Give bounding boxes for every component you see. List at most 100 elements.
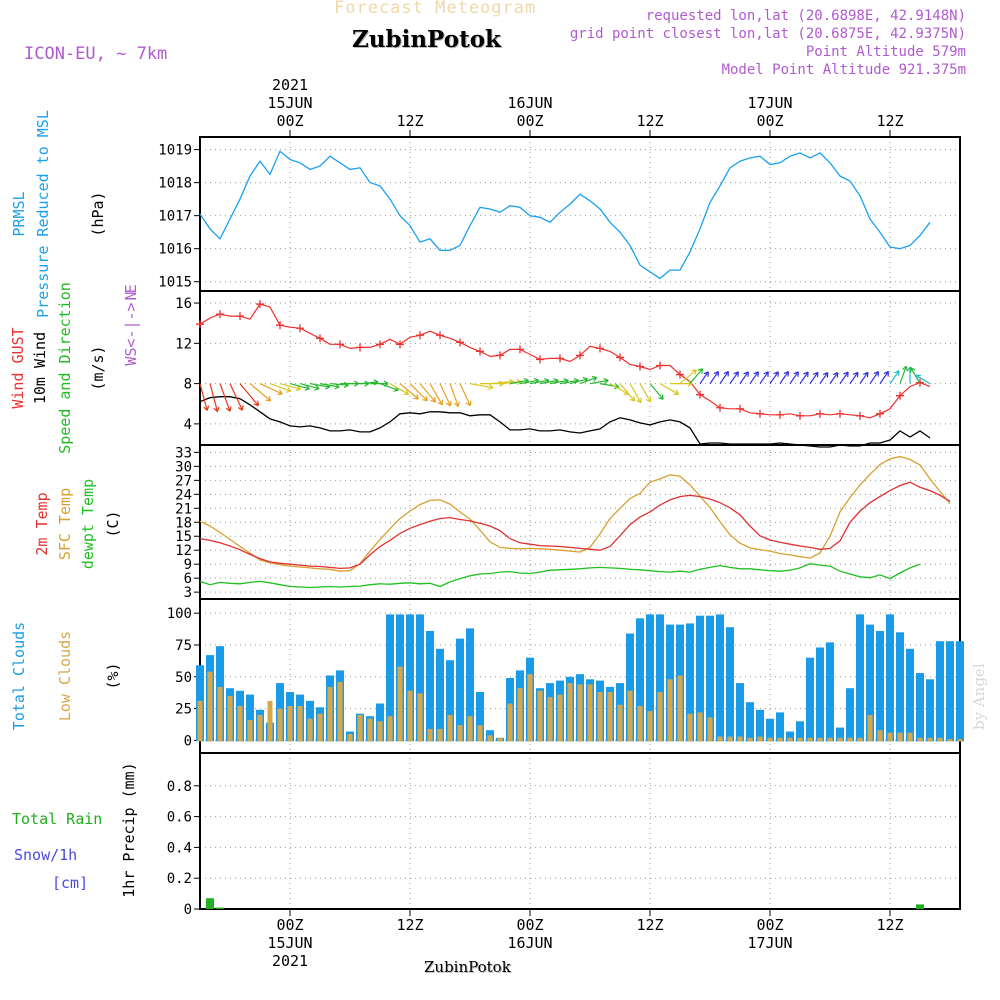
total-clouds-bar bbox=[866, 624, 874, 742]
total-clouds-bar bbox=[876, 631, 884, 742]
low-clouds-bar bbox=[807, 737, 813, 742]
wind-gust-point bbox=[516, 345, 524, 354]
grid-point-coords: grid point closest lon,lat (20.6875E, 42… bbox=[569, 26, 966, 42]
total-clouds-bar bbox=[436, 648, 444, 742]
compass-south: S bbox=[122, 347, 140, 356]
footer-station: ZubinPotok bbox=[424, 958, 511, 976]
low-clouds-bar bbox=[227, 695, 233, 742]
low-clouds-bar bbox=[547, 697, 553, 742]
wind-gust-point bbox=[196, 320, 204, 329]
low-clouds-bar bbox=[347, 734, 353, 742]
wind-gust-point bbox=[356, 343, 364, 352]
wind-direction-arrow bbox=[769, 371, 779, 384]
requested-coords: requested lon,lat (20.6898E, 42.9148N) bbox=[645, 8, 966, 24]
total-clouds-bar bbox=[936, 641, 944, 742]
wind-gust-point bbox=[476, 347, 484, 356]
temp-ytick-label: 33 bbox=[175, 445, 192, 461]
low-clouds-bar bbox=[907, 732, 913, 742]
low-clouds-bar bbox=[207, 671, 213, 742]
low-clouds-bar bbox=[577, 684, 583, 742]
low-clouds-bar bbox=[647, 711, 653, 742]
point-altitude: Point Altitude 579m bbox=[805, 44, 966, 60]
top-time-label: 12Z bbox=[876, 112, 903, 130]
temp-label-2m: 2m Temp bbox=[33, 492, 51, 555]
low-clouds-bar bbox=[687, 713, 693, 742]
low-clouds-bar bbox=[497, 737, 503, 742]
low-clouds-bar bbox=[887, 732, 893, 742]
wind-gust-point bbox=[336, 340, 344, 349]
wind-gust-point bbox=[256, 300, 264, 309]
total-clouds-bar bbox=[456, 638, 464, 742]
total-clouds-bar bbox=[696, 615, 704, 742]
total-clouds-bar bbox=[636, 618, 644, 742]
low-clouds-bar bbox=[297, 706, 303, 742]
low-clouds-bar bbox=[817, 737, 823, 742]
low-clouds-bar bbox=[747, 737, 753, 742]
low-clouds-bar bbox=[897, 732, 903, 742]
bottom-time-label: 00Z bbox=[756, 916, 783, 934]
pressure-ytick-label: 1015 bbox=[158, 275, 192, 291]
top-time-label: 12Z bbox=[396, 112, 423, 130]
total-clouds-bar bbox=[726, 627, 734, 742]
clouds-ytick-label: 25 bbox=[175, 702, 192, 718]
low-clouds-bar bbox=[797, 737, 803, 742]
wind-gust-series-line bbox=[199, 303, 931, 419]
wind-direction-arrow bbox=[399, 383, 419, 400]
low-clouds-bar bbox=[637, 706, 643, 742]
wind-gust-point bbox=[216, 310, 224, 319]
total-clouds-bar bbox=[736, 683, 744, 742]
low-clouds-bar bbox=[357, 714, 363, 742]
low-clouds-bar bbox=[557, 694, 563, 742]
bottom-time-label: 12Z bbox=[396, 916, 423, 934]
wind-direction-arrow bbox=[799, 371, 809, 384]
wind-direction-arrow bbox=[719, 370, 729, 384]
total-clouds-bar bbox=[386, 614, 394, 742]
model-altitude: Model Point Altitude 921.375m bbox=[721, 62, 966, 78]
compass-west-east: W <-|-> E bbox=[122, 284, 140, 365]
low-clouds-bar bbox=[467, 716, 473, 742]
wind-direction-arrow bbox=[689, 368, 704, 384]
low-clouds-bar bbox=[587, 684, 593, 742]
top-time-label: 00Z bbox=[756, 112, 783, 130]
bottom-time-label: 16JUN bbox=[507, 934, 552, 952]
temp-ytick-label: 27 bbox=[175, 473, 192, 489]
total-clouds-bar bbox=[896, 632, 904, 742]
wind-gust-point bbox=[856, 411, 864, 420]
wind-direction-arrow bbox=[299, 383, 320, 391]
total-clouds-bar bbox=[246, 694, 254, 742]
wind-direction-arrow bbox=[449, 383, 460, 407]
low-clouds-bar bbox=[777, 737, 783, 742]
total-clouds-bar bbox=[756, 709, 764, 742]
low-clouds-bar bbox=[397, 666, 403, 742]
wind-direction-arrow bbox=[789, 371, 799, 384]
low-clouds-bar bbox=[237, 706, 243, 742]
pressure-label-full: Pressure Reduced to MSL bbox=[34, 110, 52, 318]
wind-gust-point bbox=[776, 410, 784, 419]
compass-north: N bbox=[122, 291, 140, 300]
wind-gust-point bbox=[596, 344, 604, 353]
low-clouds-bar bbox=[597, 692, 603, 742]
precip-ytick-label: 0.2 bbox=[167, 871, 192, 887]
pressure-frame bbox=[199, 136, 961, 292]
wind-gust-point bbox=[536, 355, 544, 364]
wind-direction-arrow bbox=[829, 372, 839, 384]
wind-direction-arrow bbox=[729, 371, 739, 384]
wind-ytick-label: 8 bbox=[184, 377, 192, 393]
pressure-ytick-label: 1016 bbox=[158, 242, 192, 258]
total-clouds-bar bbox=[856, 614, 864, 742]
precip-ytick-label: 0.6 bbox=[167, 810, 192, 826]
wind-gust-point bbox=[736, 404, 744, 413]
wind-direction-arrow bbox=[739, 371, 749, 384]
top-time-label: 12Z bbox=[636, 112, 663, 130]
low-clouds-bar bbox=[787, 737, 793, 742]
wind-direction-arrow bbox=[409, 383, 428, 402]
low-clouds-bar bbox=[727, 736, 733, 742]
total-clouds-bar bbox=[646, 614, 654, 742]
temp-ytick-label: 21 bbox=[175, 501, 192, 517]
wind-direction-arrow bbox=[649, 383, 664, 400]
wind-ytick-label: 16 bbox=[175, 296, 192, 312]
wind-gust-point bbox=[396, 340, 404, 349]
top-time-label: 2021 bbox=[272, 76, 308, 94]
total-clouds-bar bbox=[706, 615, 714, 742]
